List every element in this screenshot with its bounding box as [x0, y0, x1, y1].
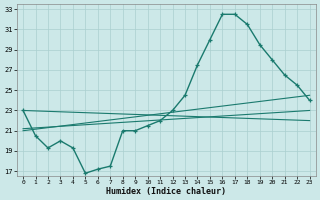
X-axis label: Humidex (Indice chaleur): Humidex (Indice chaleur): [106, 187, 226, 196]
